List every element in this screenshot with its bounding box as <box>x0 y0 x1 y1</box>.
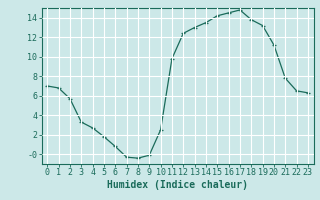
X-axis label: Humidex (Indice chaleur): Humidex (Indice chaleur) <box>107 180 248 190</box>
